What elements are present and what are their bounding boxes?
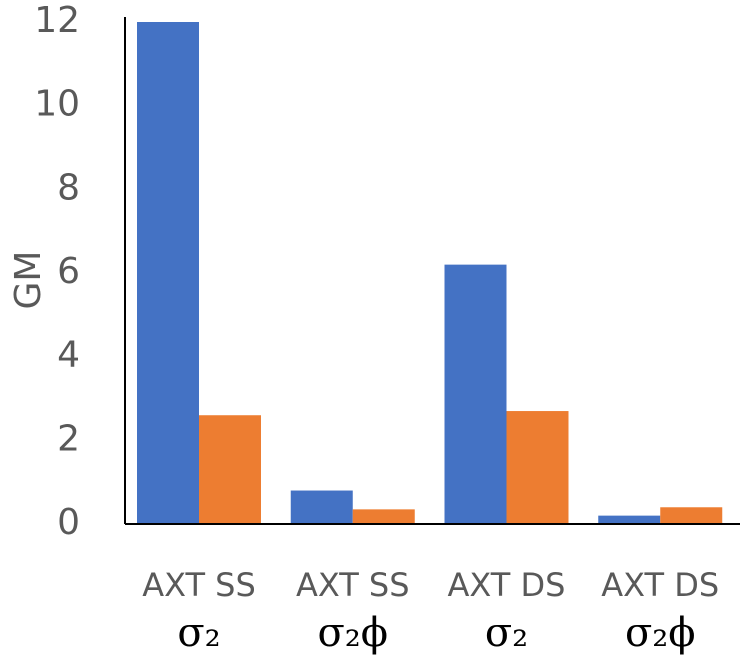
bars <box>137 22 723 524</box>
bar-series-1-category-1 <box>137 22 199 524</box>
y-tick-label: 8 <box>57 167 80 208</box>
y-tick-label: 0 <box>57 502 80 543</box>
x-category-label-line1: AXT DS <box>601 566 719 604</box>
bar-series-2-category-3 <box>506 411 569 524</box>
y-tick-label: 10 <box>34 84 80 125</box>
bar-series-2-category-1 <box>199 415 261 524</box>
bar-series-2-category-4 <box>660 507 723 524</box>
x-category-label-line2: σ₂ <box>177 610 220 656</box>
y-axis-label: GM <box>8 251 49 310</box>
y-tick-labels: 0 2 4 6 8 10 12 <box>34 0 80 543</box>
y-tick-label: 12 <box>34 0 80 41</box>
x-category-label-line2: σ₂ϕ <box>625 610 696 656</box>
x-category-labels: AXT SS σ₂ AXT SS σ₂ϕ AXT DS σ₂ AXT DS σ₂ϕ <box>142 566 719 656</box>
x-category-label-line2: σ₂ϕ <box>317 610 388 656</box>
bar-series-2-category-2 <box>352 509 415 524</box>
x-category-label-line1: AXT DS <box>448 566 566 604</box>
bar-series-1-category-2 <box>290 490 353 524</box>
bar-series-1-category-3 <box>444 264 507 524</box>
x-category-label-line2: σ₂ <box>485 610 528 656</box>
x-category-label-line1: AXT SS <box>142 566 256 604</box>
y-tick-label: 4 <box>57 335 80 376</box>
y-tick-label: 2 <box>57 418 80 459</box>
bar-series-1-category-4 <box>598 515 661 524</box>
y-tick-label: 6 <box>57 251 80 292</box>
x-category-label-line1: AXT SS <box>296 566 410 604</box>
